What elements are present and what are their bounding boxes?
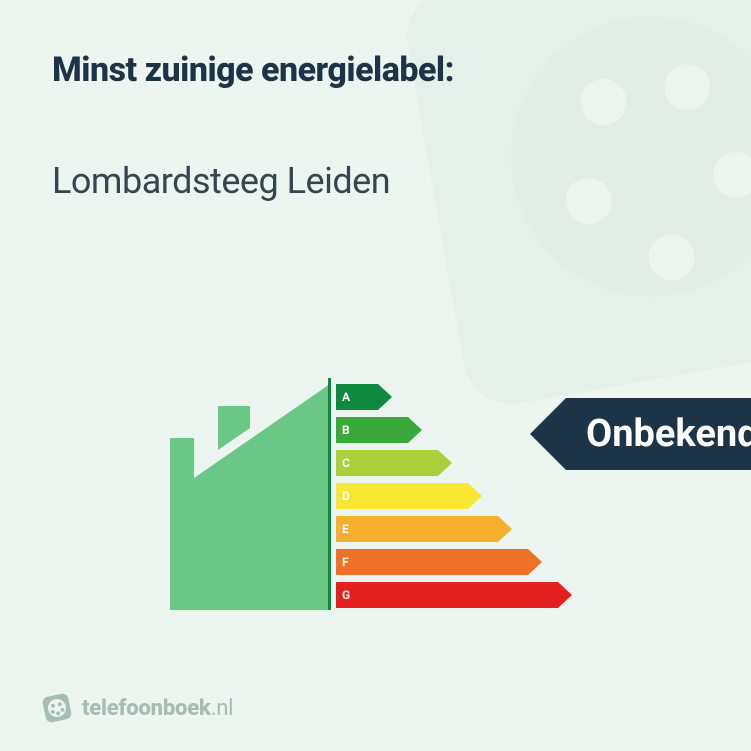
brand-name: telefoonboek.nl [82, 696, 233, 721]
page-title: Minst zuinige energielabel: [52, 50, 454, 90]
energy-bar-letter: D [342, 483, 350, 509]
house-icon [170, 384, 330, 610]
energy-label-graphic: ABCDEFG [170, 378, 590, 618]
result-tag: Onbekend [530, 398, 751, 470]
brand-footer: telefoonboek.nl [42, 693, 233, 723]
energy-bar-letter: E [342, 516, 349, 542]
energy-bar-letter: F [342, 549, 349, 575]
energy-bar-letter: A [342, 384, 350, 410]
energy-divider [328, 378, 331, 610]
location-name: Lombardsteeg Leiden [52, 160, 390, 202]
result-tag-label: Onbekend [586, 398, 751, 470]
brand-logo-icon [42, 693, 72, 723]
energy-bar-letter: C [342, 450, 350, 476]
energy-bar-letter: B [342, 417, 350, 443]
energy-bar-letter: G [342, 582, 350, 608]
